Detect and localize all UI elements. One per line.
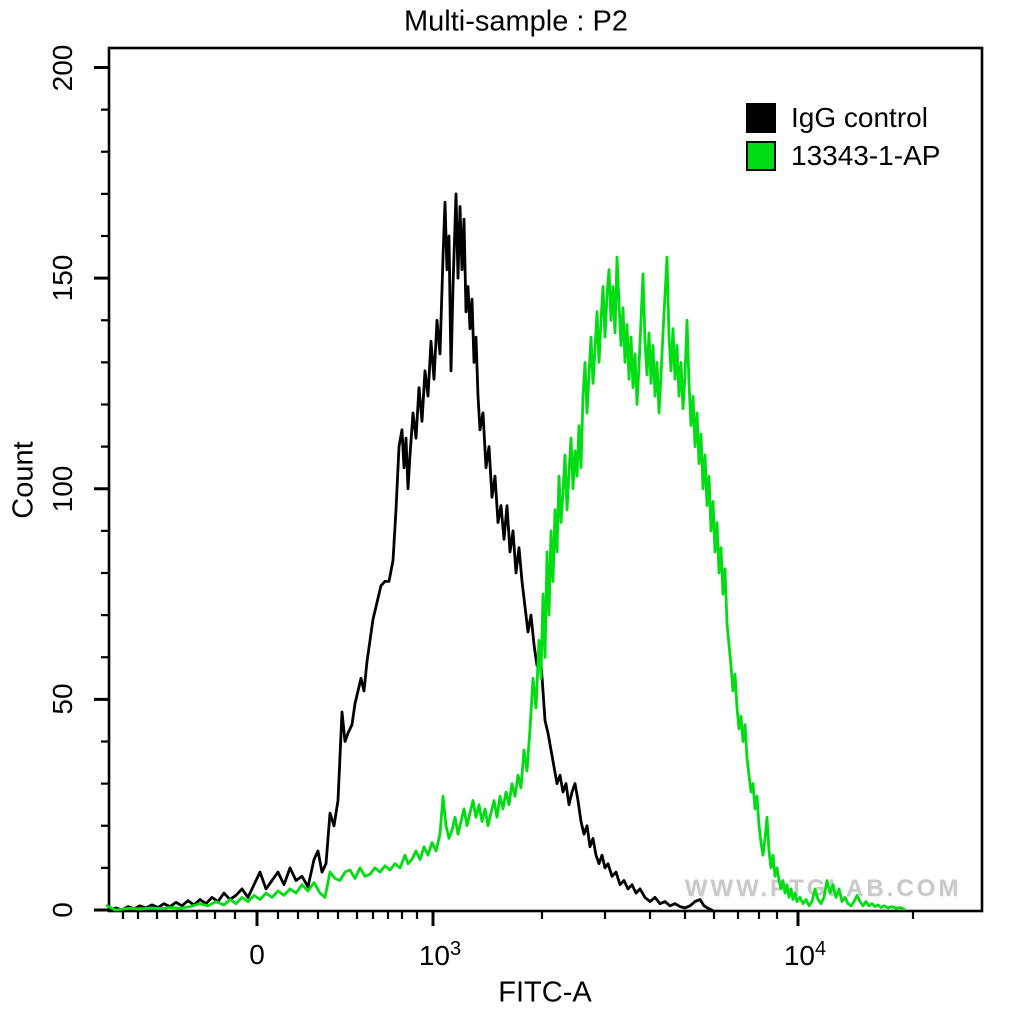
chart-title: Multi-sample : P2: [403, 5, 629, 38]
curve-13343-1-ap: [105, 255, 906, 912]
curve-igg-control: [108, 192, 714, 912]
legend-swatch-black: [746, 103, 776, 133]
y-tick-label-0: 0: [47, 902, 78, 918]
y-tick-label-200: 200: [47, 44, 78, 91]
y-axis-title: Count: [7, 441, 40, 519]
x-tick-label-10e4: 104: [783, 937, 827, 972]
legend: IgG control 13343-1-AP: [746, 101, 940, 173]
plot-frame: [107, 46, 984, 913]
x-tick-label-0: 0: [249, 939, 265, 970]
y-tick-label-100: 100: [47, 465, 78, 513]
y-tick-label-50: 50: [47, 683, 78, 715]
legend-item-13343-1-ap: 13343-1-AP: [746, 139, 940, 173]
x-tick-label-10e3: 103: [418, 937, 462, 972]
legend-label: 13343-1-AP: [791, 140, 941, 171]
legend-item-igg-control: IgG control: [746, 101, 940, 135]
legend-label: IgG control: [791, 102, 928, 133]
y-tick-label-150: 150: [47, 254, 78, 302]
x-axis-title: FITC-A: [498, 976, 592, 1009]
watermark-text: WWW.PTGLAB.COM: [684, 875, 962, 902]
legend-swatch-green: [746, 141, 776, 171]
